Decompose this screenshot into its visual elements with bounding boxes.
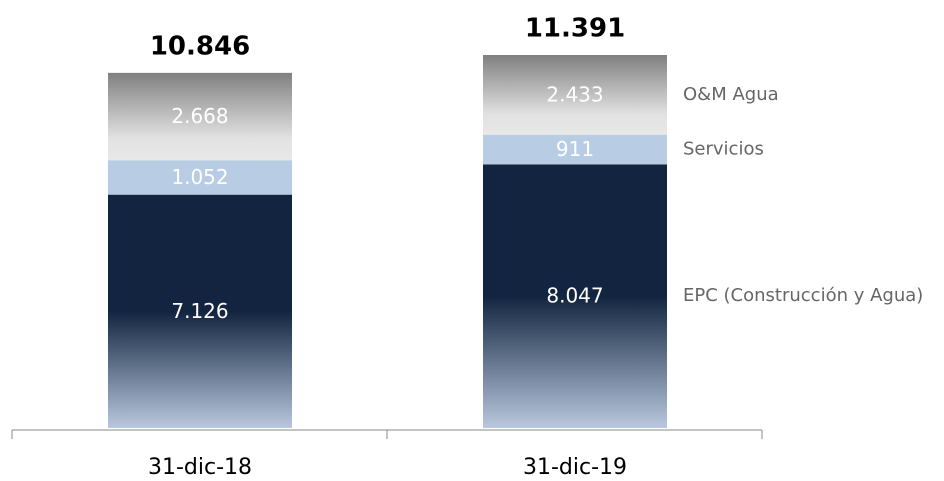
legend-label: Servicios — [683, 139, 764, 160]
total-label: 10.846 — [150, 31, 250, 61]
data-label: 8.047 — [546, 284, 603, 308]
legend-label: EPC (Construcción y Agua) — [683, 285, 923, 306]
data-label: 2.668 — [171, 104, 228, 128]
data-label: 1.052 — [171, 165, 228, 189]
data-label: 911 — [556, 137, 594, 161]
bar-segment — [483, 55, 667, 135]
bar-segment — [483, 164, 667, 428]
x-tick-label: 31-dic-19 — [523, 455, 627, 480]
bar-segment — [108, 72, 292, 161]
bar-segment — [108, 160, 292, 195]
bar-segment — [483, 134, 667, 165]
x-tick-label: 31-dic-18 — [148, 455, 252, 480]
bar-segment — [108, 194, 292, 428]
total-label: 11.391 — [525, 14, 625, 44]
data-label: 2.433 — [546, 82, 603, 106]
legend-label: O&M Agua — [683, 84, 779, 105]
data-label: 7.126 — [171, 299, 228, 323]
